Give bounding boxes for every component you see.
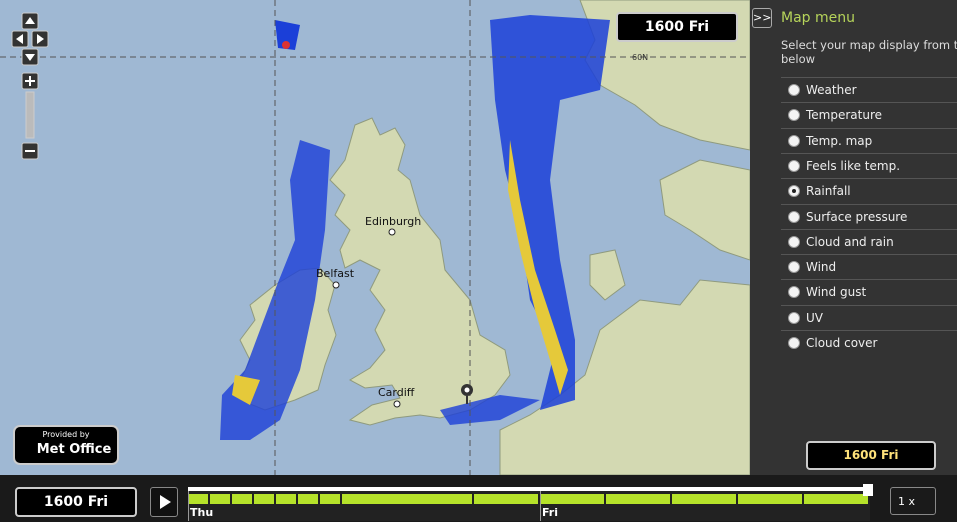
radio[interactable]: [788, 337, 800, 349]
menu-option[interactable]: Wind gust: [781, 279, 957, 305]
timeline-step[interactable]: [342, 494, 472, 504]
time-popup: 1600 Fri: [806, 441, 936, 470]
menu-option[interactable]: Feels like temp.: [781, 152, 957, 179]
progress-line: [188, 487, 870, 491]
timeline-bar: 1600 Fri Thu Fri 1 x: [0, 475, 957, 522]
speed-button[interactable]: 1 x: [890, 487, 936, 515]
menu-option[interactable]: Weather: [781, 77, 957, 103]
timeline-step[interactable]: [606, 494, 670, 504]
nav-arrows: [16, 17, 44, 152]
option-label: Surface pressure: [806, 209, 908, 224]
logo-text: Met Office: [37, 442, 112, 457]
pin: [461, 384, 473, 404]
timeline-step[interactable]: [298, 494, 318, 504]
day-label: Fri: [542, 506, 559, 519]
time-display: 1600 Fri: [616, 12, 738, 42]
option-label: Weather: [806, 83, 857, 97]
timeline-step[interactable]: [210, 494, 230, 504]
place-dot: [388, 228, 396, 236]
place-label: Edinburgh: [365, 215, 421, 228]
timeline[interactable]: Thu Fri: [188, 484, 873, 521]
play-button[interactable]: [150, 487, 178, 517]
option-label: Temp. map: [806, 133, 873, 148]
menu-instructions: Select your map display from the options…: [781, 38, 957, 66]
menu-option[interactable]: Rainfall: [781, 178, 957, 204]
radio[interactable]: [788, 109, 800, 122]
timeline-step[interactable]: [738, 494, 802, 504]
day-divider: [540, 491, 541, 521]
timeline-step[interactable]: [540, 494, 604, 504]
radio[interactable]: [788, 84, 800, 96]
grid: [0, 0, 750, 475]
radio[interactable]: [788, 286, 800, 299]
grid-label: 60N: [632, 53, 648, 62]
place-label: Cardiff: [378, 386, 415, 399]
timeline-step[interactable]: [254, 494, 274, 504]
radio[interactable]: [788, 235, 800, 248]
option-label: UV: [806, 310, 823, 325]
option-label: Cloud and rain: [806, 234, 894, 249]
timeline-step[interactable]: [276, 494, 296, 504]
option-label: Rainfall: [806, 184, 851, 199]
menu-option[interactable]: Temperature: [781, 102, 957, 128]
map: 60N Edinburgh Belfast Cardiff Provided by …: [0, 0, 750, 475]
place-dot: [393, 400, 401, 408]
place-label: Belfast: [316, 267, 355, 280]
timeline-step[interactable]: [232, 494, 252, 504]
menu-option[interactable]: UV: [781, 304, 957, 331]
radio[interactable]: [788, 185, 800, 198]
option-label: Cloud cover: [806, 336, 878, 350]
menu-option[interactable]: Cloud cover: [781, 330, 957, 356]
timeline-handle[interactable]: [863, 484, 873, 496]
option-label: Wind: [806, 260, 837, 275]
day-label: Thu: [190, 506, 214, 519]
option-label: Temperature: [806, 108, 883, 123]
radio[interactable]: [788, 311, 800, 324]
menu-option[interactable]: Cloud and rain: [781, 228, 957, 255]
menu-option[interactable]: Wind: [781, 254, 957, 280]
logo-text: Provided by: [42, 430, 89, 439]
menu-title: Map menu: [781, 10, 855, 26]
radio[interactable]: [788, 261, 800, 274]
timeline-step[interactable]: [188, 494, 208, 504]
option-label: Wind gust: [806, 285, 867, 300]
logo: Provided by Met Office: [13, 425, 119, 465]
radio[interactable]: [788, 159, 800, 172]
timeline-step[interactable]: [804, 494, 868, 504]
collapse-button[interactable]: >>: [752, 8, 772, 28]
day-divider: [188, 491, 189, 521]
timeline-step[interactable]: [320, 494, 340, 504]
map-menu: >> Map menu Select your map display from…: [750, 0, 957, 475]
timeline-step[interactable]: [672, 494, 736, 504]
option-label: Feels like temp.: [806, 158, 901, 173]
place-dot: [332, 281, 340, 289]
radio[interactable]: [788, 134, 800, 147]
timeline-step[interactable]: [474, 494, 538, 504]
time-display: 1600 Fri: [15, 487, 137, 517]
radio[interactable]: [788, 210, 800, 223]
menu-option[interactable]: Surface pressure: [781, 203, 957, 230]
menu-option[interactable]: Temp. map: [781, 127, 957, 154]
